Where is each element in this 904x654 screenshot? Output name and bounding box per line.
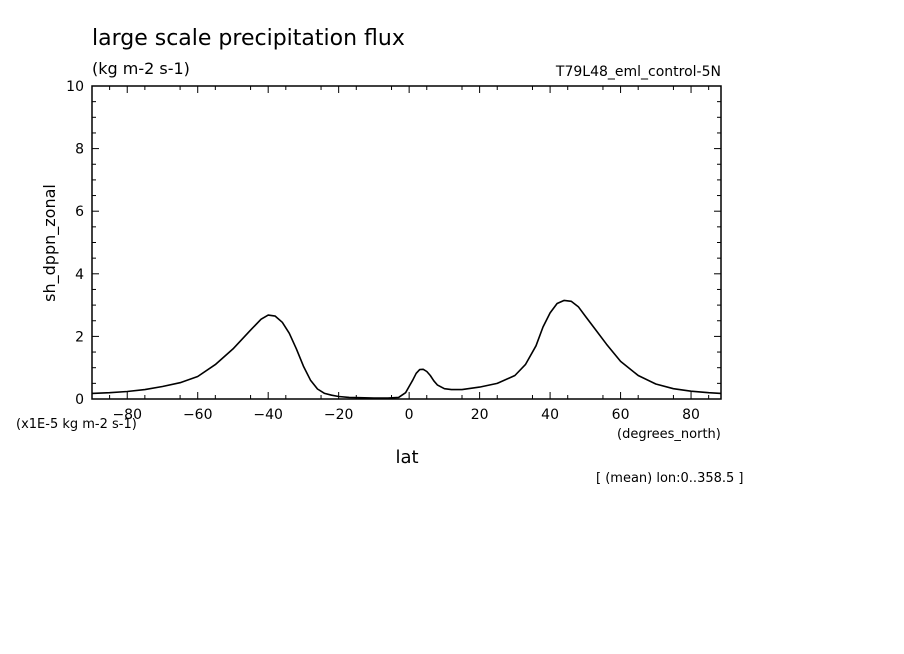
x-tick-label: 40 [541,407,559,423]
run-label: T79L48_eml_control-5N [555,64,721,80]
y-tick-label: 6 [75,204,84,220]
series-line [91,299,722,399]
axis-ticks [92,85,721,400]
plot-area-border [91,85,722,400]
y-tick-label: 10 [66,79,84,95]
x-tick-label: −40 [253,407,283,423]
x-tick-label: −20 [324,407,354,423]
x-axis-units: (degrees_north) [617,427,721,442]
x-tick-label: −60 [183,407,213,423]
averaging-note: [ (mean) lon:0..358.5 ] [596,471,744,486]
x-axis-label: lat [395,447,418,468]
y-tick-label: 4 [75,267,84,283]
y-tick-label: 2 [75,329,84,345]
chart-units: (kg m-2 s-1) [92,59,190,78]
chart-title: large scale precipitation flux [92,26,405,51]
y-scale-note: (x1E-5 kg m-2 s-1) [16,417,137,432]
y-tick-label: 8 [75,142,84,158]
plot-frame [91,85,722,400]
x-tick-label: 20 [471,407,489,423]
y-tick-label: 0 [75,392,84,408]
x-tick-label: 60 [612,407,630,423]
x-tick-label: −80 [112,407,142,423]
x-tick-label: 80 [682,407,700,423]
x-tick-label: 0 [405,407,414,423]
series-layer [91,299,722,399]
y-axis-label: sh_dppn_zonal [40,184,60,302]
axis-tick-labels: −80 −60 −40 −20 0 20 40 60 80 0 2 4 6 8 10 [66,79,700,423]
